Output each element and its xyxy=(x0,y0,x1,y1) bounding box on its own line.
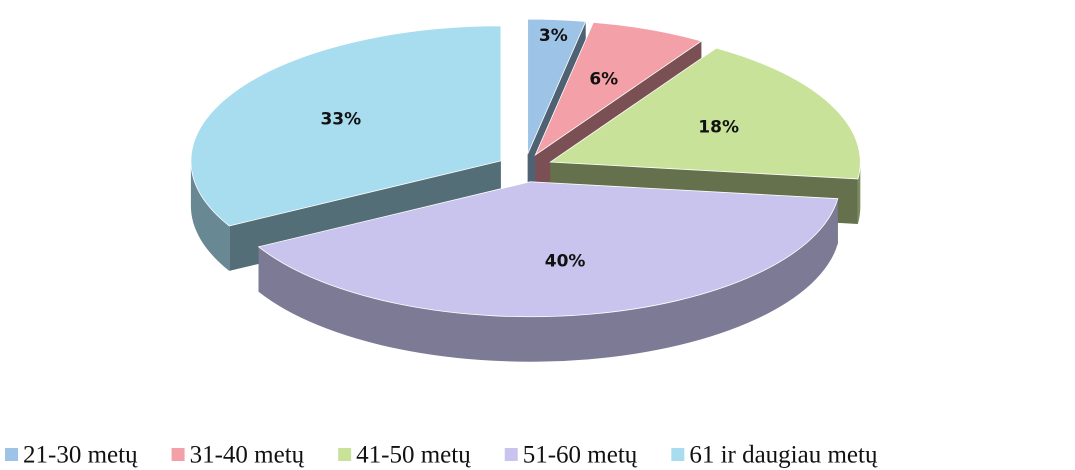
data-label: 3% xyxy=(539,26,568,46)
legend: 21-30 metų 31-40 metų 41-50 metų 51-60 metų… xyxy=(5,442,878,469)
data-label: 6% xyxy=(589,70,618,90)
legend-swatch xyxy=(5,448,18,461)
data-label: 40% xyxy=(545,251,586,271)
legend-swatch xyxy=(171,448,185,461)
slice-wall xyxy=(190,160,230,271)
slice-top xyxy=(534,21,703,157)
legend-swatch xyxy=(504,448,518,461)
slice-top xyxy=(190,25,502,227)
slice-top xyxy=(257,181,839,318)
legend-label: 41-50 metų xyxy=(356,442,471,469)
data-label: 18% xyxy=(698,118,739,138)
legend-label: 21-30 metų xyxy=(23,442,138,469)
legend-label: 61 ir daugiau metų xyxy=(689,442,878,469)
slice-wall xyxy=(258,198,838,362)
legend-swatch xyxy=(671,448,685,461)
slice xyxy=(257,181,839,362)
pie: 3% 6% 18% 40% 33% xyxy=(190,18,861,362)
legend-swatch xyxy=(338,448,352,461)
data-label: 33% xyxy=(320,110,361,130)
slice-top xyxy=(549,47,861,180)
legend-label: 31-40 metų xyxy=(190,442,305,469)
slice-top xyxy=(527,18,587,155)
legend-label: 51-60 metų xyxy=(523,442,638,469)
